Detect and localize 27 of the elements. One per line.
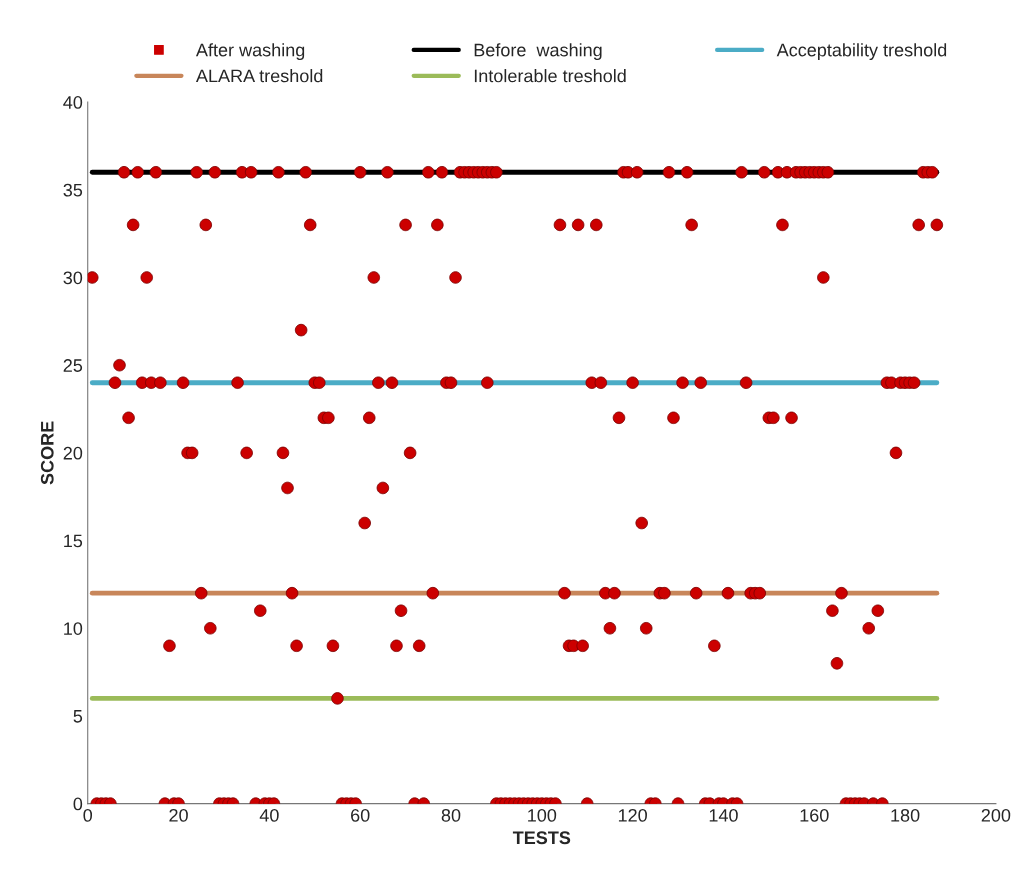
y-axis-title: SCORE	[40, 421, 54, 485]
y-tick-label: 10	[64, 622, 83, 635]
legend-label: After washing	[195, 43, 305, 61]
y-tick-label: 30	[63, 271, 83, 285]
y-tick-label: 40	[63, 96, 83, 109]
legend-label: Intolerable treshold	[474, 69, 626, 83]
x-tick-label: 20	[169, 808, 188, 822]
y-tick-label: 5	[73, 710, 83, 723]
legend-label: Before washing	[474, 43, 602, 61]
x-tick-label: 60	[351, 808, 370, 822]
y-tick-label: 15	[64, 534, 83, 548]
x-tick-label: 80	[441, 808, 461, 822]
legend-label: Acceptability treshold	[776, 43, 947, 61]
x-tick-label: 200	[981, 808, 1011, 822]
x-tick-label: 100	[528, 808, 557, 822]
y-tick-label: 20	[63, 446, 83, 460]
x-tick-label: 180	[891, 808, 920, 822]
x-tick-label: 120	[618, 808, 647, 822]
y-tick-label: 35	[63, 183, 83, 197]
y-tick-label: 0	[73, 797, 83, 811]
x-axis-title: TESTS	[512, 831, 571, 845]
x-tick-label: 0	[83, 808, 93, 822]
legend-label: ALARA treshold	[195, 69, 323, 83]
x-tick-label: 160	[800, 808, 829, 822]
y-tick-label: 25	[63, 359, 83, 372]
x-tick-label: 140	[709, 808, 738, 822]
x-tick-label: 40	[259, 808, 279, 822]
